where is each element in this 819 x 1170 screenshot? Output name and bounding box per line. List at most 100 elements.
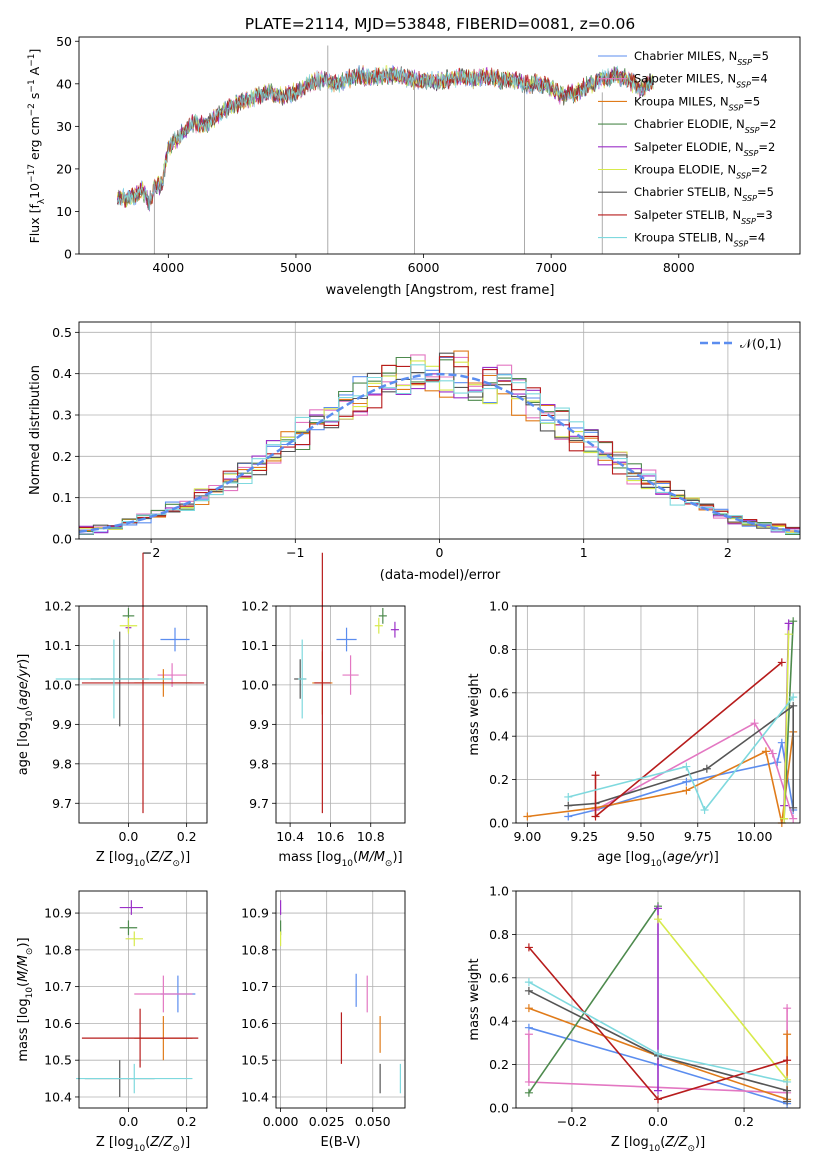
y-tick-label: 0.8 — [489, 642, 509, 657]
series-marker — [768, 749, 777, 758]
plot-area — [76, 900, 199, 1097]
y-tick-label: 0 — [64, 247, 72, 262]
y-tick-label: 0.4 — [489, 1014, 509, 1029]
legend-label: Kroupa STELIB, NSSP=4 — [634, 231, 765, 249]
legend: Chabrier MILES, NSSP=5 Salpeter MILES, NS… — [598, 49, 776, 248]
x-tick-label: 0.2 — [177, 829, 197, 844]
x-tick-label: 0.0 — [119, 1114, 139, 1129]
panel-age-vs-mass-weight: 9.00 9.25 9.50 9.75 10.00 0.0 0.2 0.4 0.6 0.8 1.0 a… — [467, 599, 801, 869]
series-marker — [789, 617, 798, 626]
y-tick-label: 10.5 — [44, 1053, 72, 1068]
series-marker — [524, 943, 533, 952]
x-tick-label: 0.2 — [177, 1114, 197, 1129]
x-tick-label: 0.000 — [263, 1114, 299, 1129]
y-tick-label: 0.5 — [52, 325, 72, 340]
panel-mass-vs-age: 10.4 10.6 10.8 9.7 9.8 9.9 10.0 10.1 10.2 mass [l… — [241, 552, 406, 869]
y-tick-label: 0.2 — [489, 772, 509, 787]
normal-curve — [78, 372, 801, 534]
panel-Z-vs-mass-weight: −0.2 0.0 0.2 0.0 0.2 0.4 0.6 0.8 1.0 Z [log10(Z/Z… — [467, 884, 801, 1154]
series-line — [657, 918, 788, 1081]
plot-area — [294, 552, 399, 814]
y-tick-label: 0.8 — [489, 927, 509, 942]
y-tick-label: 9.7 — [52, 796, 72, 811]
series-marker — [524, 986, 533, 995]
x-tick-label: 4000 — [152, 260, 184, 275]
histogram-step — [79, 350, 800, 532]
y-tick-label: 10.4 — [241, 1089, 269, 1104]
y-tick-label: 0.4 — [489, 729, 509, 744]
x-axis-label: E(B-V) — [320, 1135, 360, 1150]
y-tick-label: 10.8 — [241, 942, 269, 957]
series-marker — [700, 805, 709, 814]
series-marker — [564, 801, 573, 810]
legend-label: Chabrier MILES, NSSP=5 — [634, 49, 769, 67]
x-axis-label: wavelength [Angstrom, rest frame] — [326, 283, 555, 298]
y-tick-label: 10.2 — [241, 599, 269, 614]
y-tick-label: 10.5 — [241, 1053, 269, 1068]
x-tick-label: 0.2 — [734, 1114, 754, 1129]
y-tick-label: 0.0 — [52, 532, 72, 547]
x-axis-label: mass [log10(M/M⊙)] — [278, 850, 402, 869]
x-tick-label: −2 — [142, 545, 160, 560]
plot-area — [524, 902, 792, 1108]
panel-Z-vs-age: 0.0 0.2 9.7 9.8 9.9 10.0 10.1 10.2 Z [log10(Z/Z⊙… — [16, 552, 208, 869]
y-tick-label: 10.1 — [241, 638, 269, 653]
series-line — [595, 722, 794, 819]
series-marker — [783, 1004, 792, 1013]
axes-frame — [515, 605, 801, 824]
series-marker — [789, 803, 798, 812]
y-tick-label: 50 — [56, 34, 72, 49]
series-marker — [780, 814, 789, 823]
x-tick-label: −0.2 — [557, 1114, 587, 1129]
y-axis-label: age [log10(age/yr)] — [16, 654, 35, 776]
y-tick-label: 0.2 — [52, 449, 72, 464]
series-marker — [654, 904, 662, 913]
series-marker — [654, 915, 662, 924]
series-marker — [783, 1097, 792, 1106]
x-axis-label: (data-model)/error — [380, 568, 501, 583]
x-tick-label: 9.75 — [684, 829, 712, 844]
series-marker — [750, 719, 759, 728]
series-marker — [564, 792, 573, 801]
y-tick-label: 10.0 — [241, 677, 269, 692]
y-tick-label: 10.7 — [241, 979, 269, 994]
y-tick-label: 9.8 — [249, 756, 269, 771]
panel-residual-histogram: −2 −1 0 1 2 0.0 0.1 0.2 0.3 0.4 0.5 𝒩(0,1) (data-mod… — [28, 321, 801, 583]
y-tick-label: 10.0 — [44, 677, 72, 692]
y-tick-label: 0.4 — [52, 366, 72, 381]
y-tick-label: 10.1 — [44, 638, 72, 653]
x-tick-label: 6000 — [408, 260, 440, 275]
x-tick-label: 0 — [436, 545, 444, 560]
axes-frame — [78, 321, 801, 540]
series-marker — [682, 786, 691, 795]
axes-frame — [78, 36, 801, 255]
spectrum-line — [116, 67, 654, 208]
x-tick-label: 10.8 — [357, 829, 385, 844]
axes-frame — [275, 890, 406, 1109]
figure-title: PLATE=2114, MJD=53848, FIBERID=0081, z=0… — [245, 15, 635, 33]
legend-label: Chabrier STELIB, NSSP=5 — [634, 185, 774, 203]
x-tick-label: 5000 — [280, 260, 312, 275]
series-marker — [654, 1086, 662, 1095]
y-tick-label: 0.0 — [489, 816, 509, 831]
y-tick-label: 10.8 — [44, 942, 72, 957]
y-tick-label: 9.8 — [52, 756, 72, 771]
series-marker — [654, 1095, 662, 1104]
y-tick-label: 0.0 — [489, 1101, 509, 1116]
x-tick-label: 10.00 — [737, 829, 773, 844]
legend-label: Chabrier ELODIE, NSSP=2 — [634, 117, 776, 135]
plot-area — [78, 350, 801, 536]
y-tick-label: 10.4 — [44, 1089, 72, 1104]
series-line — [568, 704, 794, 808]
y-axis-label: mass weight — [467, 673, 482, 755]
y-tick-label: 0.1 — [52, 490, 72, 505]
y-tick-label: 40 — [56, 76, 72, 91]
y-tick-label: 0.6 — [489, 970, 509, 985]
y-tick-label: 1.0 — [489, 599, 509, 614]
plot-area — [55, 552, 205, 814]
x-tick-label: 2 — [724, 545, 732, 560]
series-marker — [524, 1088, 533, 1097]
x-axis-label: Z [log10(Z/Z⊙)] — [96, 850, 190, 869]
x-tick-label: 8000 — [663, 260, 695, 275]
